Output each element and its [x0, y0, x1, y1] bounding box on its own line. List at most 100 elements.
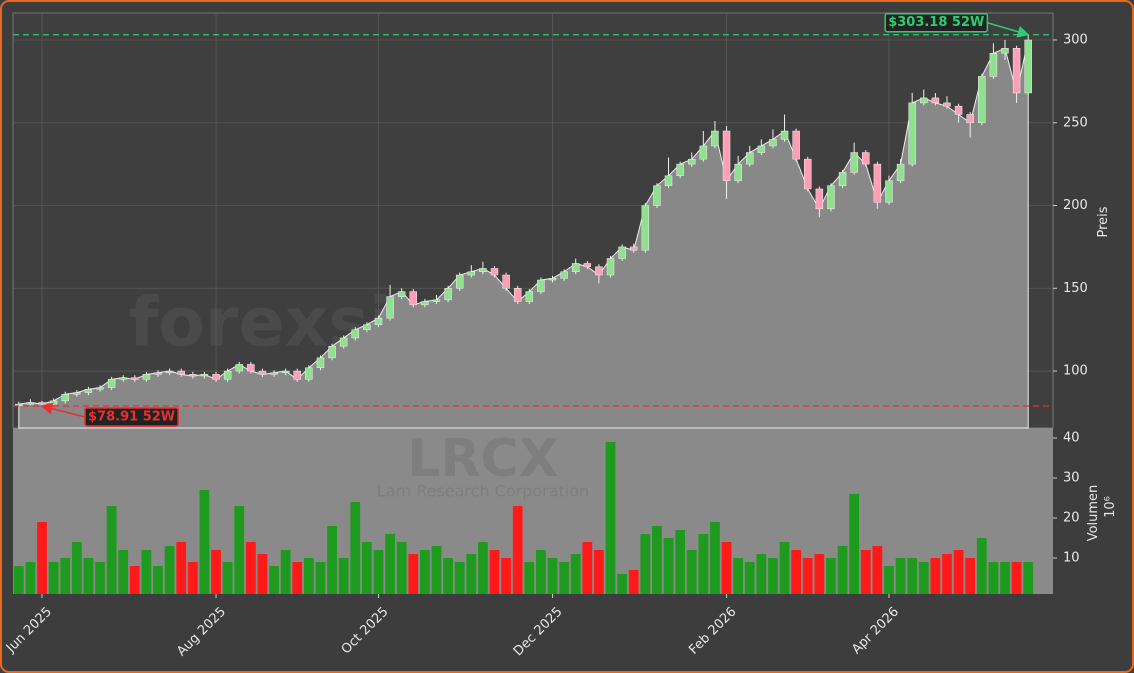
volume-bar: [721, 542, 732, 594]
candle-body: [189, 374, 197, 377]
volume-bar: [779, 542, 790, 594]
volume-bar: [710, 522, 720, 594]
candle-body: [746, 152, 754, 165]
volume-bar: [361, 542, 372, 594]
volume-bar: [60, 558, 71, 594]
candle-body: [119, 377, 127, 380]
annotation: $78.91 52W: [84, 407, 179, 427]
volume-bar: [13, 566, 24, 594]
volume-bar: [640, 534, 651, 594]
candle-body: [896, 163, 905, 181]
volume-bar: [25, 562, 36, 594]
y-axis-unit: 10⁶: [1103, 496, 1118, 518]
watermark-company: Lam Research Corporation: [377, 482, 589, 501]
volume-bar: [698, 534, 709, 594]
candle-body: [223, 370, 232, 380]
candle-body: [502, 274, 510, 289]
candle-body: [966, 114, 974, 124]
y-tick-label: 10: [1063, 551, 1080, 566]
candle-body: [397, 291, 406, 297]
candle-body: [73, 392, 81, 395]
candle-body: [757, 145, 766, 153]
y-axis-label: Preis: [1096, 206, 1111, 237]
candle-body: [780, 130, 789, 140]
volume-bar: [652, 526, 662, 594]
candle-body: [258, 370, 267, 375]
volume-bar: [582, 542, 593, 594]
volume-bar: [675, 530, 686, 594]
volume-bar: [37, 522, 47, 594]
candle-body: [281, 370, 290, 373]
volume-bar: [744, 562, 755, 594]
volume-bar: [837, 546, 848, 594]
candle-body: [513, 288, 522, 302]
volume-bar: [1011, 562, 1022, 594]
candle-body: [653, 185, 661, 206]
candle-body: [920, 97, 928, 104]
candle-body: [664, 175, 673, 186]
volume-bar: [48, 562, 59, 594]
candle-body: [989, 52, 998, 77]
volume-bar: [663, 538, 674, 594]
candle-body: [247, 364, 255, 372]
volume-bar: [768, 558, 778, 594]
volume-bar: [814, 554, 825, 594]
volume-bar: [895, 558, 906, 594]
volume-bar: [164, 546, 175, 594]
candle-body: [595, 266, 603, 276]
candle-body: [84, 389, 93, 393]
volume-bar: [547, 558, 558, 594]
candle-body: [722, 130, 731, 181]
candle-body: [769, 139, 777, 147]
volume-bar: [141, 550, 152, 594]
volume-bar: [466, 554, 477, 594]
annotation-arrow: [987, 21, 1030, 38]
candle-body: [351, 329, 359, 339]
volume-bar: [524, 562, 535, 594]
candle-body: [142, 374, 151, 380]
volume-bar: [953, 550, 964, 594]
volume-bar: [884, 566, 894, 594]
volume-bar: [860, 550, 871, 594]
candle-body: [815, 188, 824, 210]
volume-bar: [315, 562, 326, 594]
candle-body: [421, 301, 429, 306]
volume-bar: [199, 490, 210, 594]
volume-bar: [269, 566, 279, 594]
candle-body: [676, 163, 684, 176]
candle-body: [792, 130, 800, 160]
volume-bar: [350, 502, 361, 594]
volume-bar: [408, 554, 419, 594]
volume-bar: [83, 558, 94, 594]
candle-body: [177, 370, 185, 375]
volume-bar: [849, 494, 860, 594]
volume-bar: [791, 550, 802, 594]
candle-body: [629, 246, 638, 251]
volume-bar: [988, 562, 999, 594]
volume-bar: [303, 558, 314, 594]
volume-bar: [1023, 562, 1034, 594]
volume-bar: [872, 546, 883, 594]
candle-body: [316, 357, 325, 368]
y-tick-label: 20: [1063, 511, 1080, 526]
candle-body: [606, 258, 615, 276]
volume-bar: [918, 562, 929, 594]
volume-bar: [245, 542, 256, 594]
volume-bar: [71, 542, 82, 594]
candle-body: [235, 364, 243, 372]
volume-bar: [802, 558, 813, 594]
volume-bar: [280, 550, 291, 594]
candle-body: [165, 370, 174, 373]
volume-bar: [570, 554, 581, 594]
candle-body: [954, 105, 963, 115]
volume-bar: [431, 546, 442, 594]
y-axis-label: Volumen: [1086, 485, 1101, 542]
volume-bar: [907, 558, 918, 594]
volume-bar: [536, 550, 546, 594]
candle-body: [374, 317, 383, 325]
volume-bar: [95, 562, 105, 594]
volume-bar: [338, 558, 349, 594]
volume-bar: [686, 550, 697, 594]
